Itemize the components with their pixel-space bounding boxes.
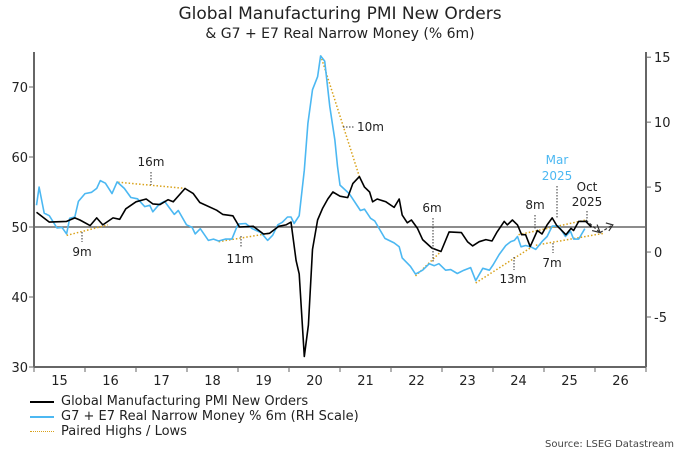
annotation-mar: Mar — [546, 153, 569, 167]
x-tick-label: 23 — [459, 374, 476, 389]
x-tick-label: 22 — [408, 374, 425, 389]
chart-title: Global Manufacturing PMI New Orders — [178, 4, 502, 24]
right-tick-label: 0 — [654, 246, 662, 261]
x-tick-label: 21 — [357, 374, 374, 389]
right-tick-label: 10 — [654, 116, 671, 131]
legend-swatch-blue — [30, 415, 54, 418]
legend-item-pmi: Global Manufacturing PMI New Orders — [30, 394, 359, 409]
annotation-9m: 9m — [72, 245, 91, 259]
pmi-line — [36, 175, 592, 358]
x-tick-label: 15 — [51, 374, 68, 389]
annotation-7m: 7m — [542, 256, 561, 270]
x-tick-label: 17 — [153, 374, 170, 389]
left-tick-label: 30 — [11, 361, 28, 376]
paired-line-7m — [535, 232, 604, 246]
chart-subtitle: & G7 + E7 Real Narrow Money (% 6m) — [205, 26, 475, 42]
left-tick-label: 40 — [11, 291, 28, 306]
money-line — [35, 55, 586, 282]
arrowhead-up-icon — [605, 222, 614, 232]
legend-item-pairs: Paired Highs / Lows — [30, 424, 359, 439]
annotation-10m: 10m — [357, 120, 384, 134]
x-tick-label: 18 — [204, 374, 221, 389]
x-tick-label: 24 — [510, 374, 527, 389]
x-tick-label: 25 — [561, 374, 578, 389]
legend-swatch-dotted — [30, 431, 54, 432]
x-tick-label: 19 — [255, 374, 272, 389]
legend-item-money: G7 + E7 Real Narrow Money % 6m (RH Scale… — [30, 409, 359, 424]
legend-swatch-black — [30, 400, 54, 403]
paired-line-9m — [66, 224, 109, 237]
paired-line-11m — [218, 232, 270, 243]
paired-line-13m — [475, 247, 531, 284]
projection-arrow-up — [599, 224, 614, 234]
source-note: Source: LSEG Datastream — [545, 439, 674, 450]
legend: Global Manufacturing PMI New Orders G7 +… — [30, 394, 359, 439]
right-tick-label: -5 — [654, 311, 667, 326]
annotation-6m: 6m — [422, 201, 441, 215]
legend-label: Global Manufacturing PMI New Orders — [61, 394, 309, 409]
annotation-11m: 11m — [227, 252, 254, 266]
x-tick-label: 20 — [306, 374, 323, 389]
annotation-oct-year: 2025 — [572, 195, 603, 209]
annotation-mar-year: 2025 — [542, 169, 573, 183]
annotation-13m: 13m — [500, 272, 527, 286]
right-tick-label: 15 — [654, 51, 671, 66]
right-tick-label: 5 — [654, 181, 662, 196]
paired-line-8m — [518, 219, 586, 236]
projection-arrow-down — [585, 219, 601, 234]
annotation-8m: 8m — [525, 198, 544, 212]
legend-label: Paired Highs / Lows — [61, 424, 187, 439]
paired-line-16m — [118, 181, 187, 190]
annotation-16m: 16m — [138, 155, 165, 169]
x-tick-label: 16 — [102, 374, 119, 389]
annotation-oct: Oct — [577, 180, 598, 194]
left-tick-label: 60 — [11, 151, 28, 166]
arrowhead-down-icon — [591, 224, 602, 234]
x-tick-label: 26 — [612, 374, 629, 389]
left-tick-label: 70 — [11, 81, 28, 96]
left-tick-label: 50 — [11, 221, 28, 236]
legend-label: G7 + E7 Real Narrow Money % 6m (RH Scale… — [61, 409, 359, 424]
